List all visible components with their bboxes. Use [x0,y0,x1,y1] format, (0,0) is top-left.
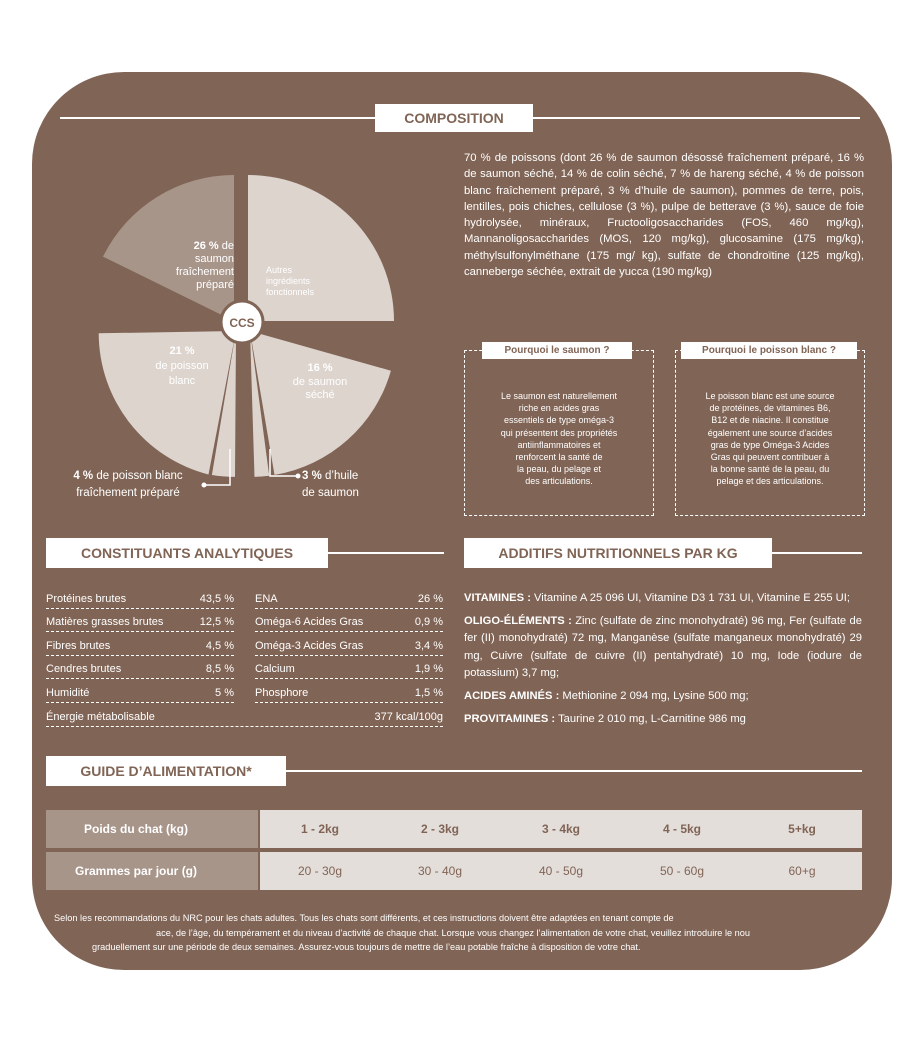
pie-slice-poisson-frais [211,331,236,477]
pie-label-poisson-blanc: 21 % de poisson blanc [155,345,209,387]
guide-rule [286,770,862,772]
guide-row-grams-label-text: Grammes par jour (g) [74,864,198,878]
weight-cell: 2 - 3kg [420,822,459,836]
grams-cell: 60+g [788,864,816,878]
callout-line-right [269,449,298,477]
composition-pie-chart: CCS [98,175,394,488]
pie-center-label: CCS [229,316,254,330]
composition-title: COMPOSITION [375,104,533,132]
pie-label-saumon-frais-pct: 26 % [193,240,219,252]
guide-row-weight-label [46,810,258,848]
pie-label-autres: Autres ingrédients fonctionnels [266,265,315,297]
box-saumon-title: Pourquoi le saumon ? [482,342,632,359]
ana-row: Cendres brutes 8,5 % [46,660,234,679]
composition-text: 70 % de poissons (dont 26 % de saumon dé… [464,152,864,279]
guide-row-weight-values [260,810,862,848]
analytiques-title: CONSTITUANTS ANALYTIQUES [46,538,328,568]
pie-slice-autres [248,175,394,321]
callout-huile: 3 % d’huile de saumon [302,470,359,499]
weight-cell: 4 - 5kg [662,822,701,836]
grams-cell: 50 - 60g [659,864,705,878]
guide-row-weight-label-text: Poids du chat (kg) [83,822,188,836]
ana-row: Oméga-6 Acides Gras 0,9 % [255,613,443,632]
ana-row: Matières grasses brutes 12,5 % [46,613,234,632]
additifs-text: VITAMINES : Vitamine A 25 096 UI, Vitami… [464,592,862,726]
pie-slice-poisson-blanc [98,331,236,475]
guide-row-grams-label [46,852,258,890]
ana-row-energy: Énergie métabolisable 377 kcal/100g [46,708,443,727]
analytiques-rule [322,552,444,554]
pie-center [219,299,265,345]
pie-slice-saumon-seche [250,331,391,475]
weight-cell: 3 - 4kg [541,822,580,836]
pie-slice-huile [250,331,270,477]
guide-title: GUIDE D’ALIMENTATION* [46,756,286,786]
callout-line-left [204,449,231,486]
pie-label-saumon-frais: 26 % de saumon fraîchement préparé [175,240,234,291]
product-info-card: COMPOSITION CCS 26 % de saumon fraîcheme… [32,72,892,970]
grams-cell: 40 - 50g [538,864,584,878]
box-saumon-text: Le saumon est naturellement riche en acid… [500,391,618,487]
ana-row: Protéines brutes 43,5 % [46,590,234,609]
ana-row: Calcium 1,9 % [255,660,443,679]
guide-row-grams-values [260,852,862,890]
ana-row: Humidité 5 % [46,684,234,703]
box-poisson-blanc-title: Pourquoi le poisson blanc ? [681,342,857,359]
pie-label-saumon-seche: 16 % de saumon séché [292,362,348,401]
ana-row: Fibres brutes 4,5 % [46,637,234,656]
box-poisson-blanc-text: Le poisson blanc est une source de protéi… [705,391,835,487]
weight-cell: 1 - 2kg [300,822,339,836]
pie-slice-saumon-frais [103,175,234,321]
grams-cell: 20 - 30g [297,864,343,878]
callout-poisson-frais: 4 % de poisson blanc fraîchement préparé [73,470,183,499]
ana-row: Phosphore 1,5 % [255,684,443,703]
grams-cell: 30 - 40g [417,864,463,878]
additifs-rule [772,552,862,554]
additifs-title: ADDITIFS NUTRITIONNELS PAR KG [464,538,772,568]
ana-row: ENA 26 % [255,590,443,609]
ana-row: Oméga-3 Acides Gras 3,4 % [255,637,443,656]
weight-cell: 5+kg [788,822,816,836]
